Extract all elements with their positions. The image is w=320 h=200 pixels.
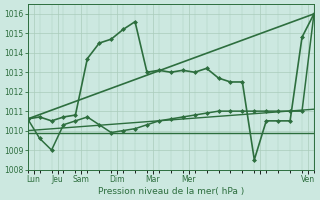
X-axis label: Pression niveau de la mer( hPa ): Pression niveau de la mer( hPa ) bbox=[98, 187, 244, 196]
